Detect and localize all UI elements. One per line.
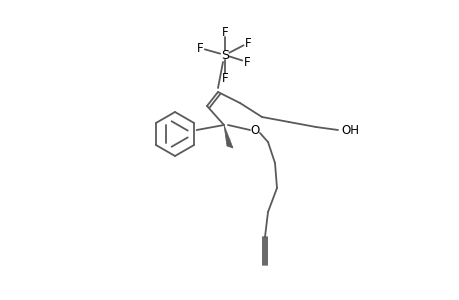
Text: OH: OH <box>340 124 358 136</box>
Text: F: F <box>196 41 203 55</box>
Text: S: S <box>220 49 229 62</box>
Text: O: O <box>250 124 259 136</box>
Polygon shape <box>224 125 233 148</box>
Text: F: F <box>243 56 250 68</box>
Text: F: F <box>221 26 228 38</box>
Text: F: F <box>244 37 251 50</box>
Text: F: F <box>221 71 228 85</box>
